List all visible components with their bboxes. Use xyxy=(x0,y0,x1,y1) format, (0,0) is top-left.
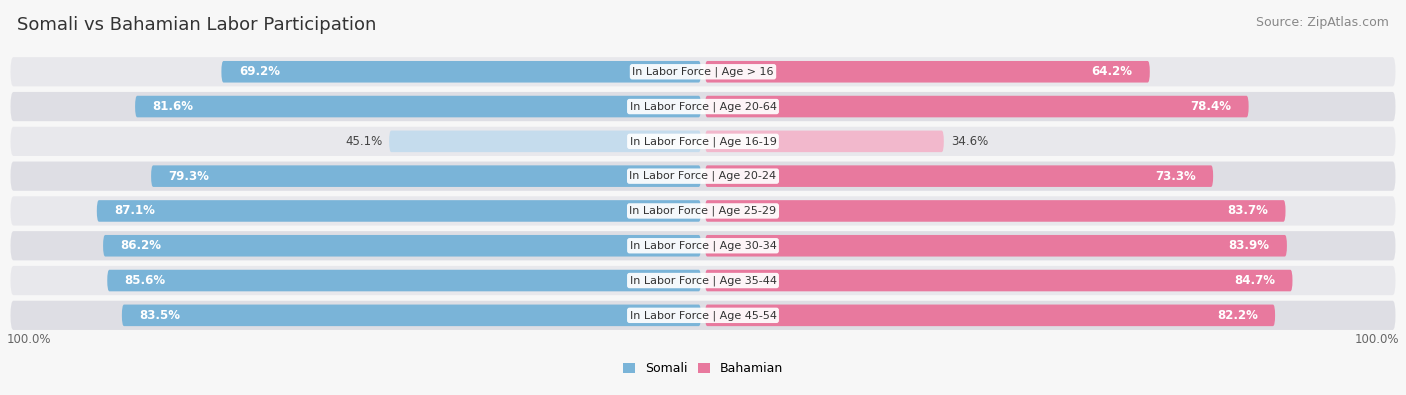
FancyBboxPatch shape xyxy=(704,61,1150,83)
Legend: Somali, Bahamian: Somali, Bahamian xyxy=(617,357,789,380)
FancyBboxPatch shape xyxy=(10,92,1396,121)
FancyBboxPatch shape xyxy=(122,305,702,326)
Text: In Labor Force | Age 20-24: In Labor Force | Age 20-24 xyxy=(630,171,776,181)
FancyBboxPatch shape xyxy=(704,96,1249,117)
Text: 34.6%: 34.6% xyxy=(950,135,988,148)
FancyBboxPatch shape xyxy=(704,131,943,152)
Text: In Labor Force | Age 35-44: In Labor Force | Age 35-44 xyxy=(630,275,776,286)
Text: 81.6%: 81.6% xyxy=(152,100,194,113)
Text: 69.2%: 69.2% xyxy=(239,65,280,78)
FancyBboxPatch shape xyxy=(704,305,1275,326)
FancyBboxPatch shape xyxy=(97,200,702,222)
FancyBboxPatch shape xyxy=(704,200,1285,222)
Text: 85.6%: 85.6% xyxy=(125,274,166,287)
FancyBboxPatch shape xyxy=(221,61,702,83)
Text: 45.1%: 45.1% xyxy=(344,135,382,148)
FancyBboxPatch shape xyxy=(107,270,702,292)
FancyBboxPatch shape xyxy=(704,235,1286,256)
Text: In Labor Force | Age 20-64: In Labor Force | Age 20-64 xyxy=(630,101,776,112)
Text: 83.7%: 83.7% xyxy=(1227,205,1268,218)
FancyBboxPatch shape xyxy=(103,235,702,256)
Text: 84.7%: 84.7% xyxy=(1234,274,1275,287)
FancyBboxPatch shape xyxy=(10,57,1396,87)
FancyBboxPatch shape xyxy=(704,166,1213,187)
Text: 100.0%: 100.0% xyxy=(7,333,52,346)
Text: In Labor Force | Age 45-54: In Labor Force | Age 45-54 xyxy=(630,310,776,321)
FancyBboxPatch shape xyxy=(389,131,702,152)
Text: 83.9%: 83.9% xyxy=(1229,239,1270,252)
Text: 87.1%: 87.1% xyxy=(114,205,155,218)
FancyBboxPatch shape xyxy=(704,270,1292,292)
Text: Somali vs Bahamian Labor Participation: Somali vs Bahamian Labor Participation xyxy=(17,16,377,34)
FancyBboxPatch shape xyxy=(10,266,1396,295)
FancyBboxPatch shape xyxy=(10,127,1396,156)
FancyBboxPatch shape xyxy=(10,196,1396,226)
FancyBboxPatch shape xyxy=(10,231,1396,260)
Text: 82.2%: 82.2% xyxy=(1216,309,1258,322)
Text: In Labor Force | Age 16-19: In Labor Force | Age 16-19 xyxy=(630,136,776,147)
Text: In Labor Force | Age > 16: In Labor Force | Age > 16 xyxy=(633,66,773,77)
Text: In Labor Force | Age 30-34: In Labor Force | Age 30-34 xyxy=(630,241,776,251)
FancyBboxPatch shape xyxy=(135,96,702,117)
Text: Source: ZipAtlas.com: Source: ZipAtlas.com xyxy=(1256,16,1389,29)
Text: 73.3%: 73.3% xyxy=(1154,169,1195,182)
Text: 86.2%: 86.2% xyxy=(121,239,162,252)
Text: 79.3%: 79.3% xyxy=(169,169,209,182)
Text: In Labor Force | Age 25-29: In Labor Force | Age 25-29 xyxy=(630,206,776,216)
Text: 64.2%: 64.2% xyxy=(1091,65,1132,78)
FancyBboxPatch shape xyxy=(10,162,1396,191)
Text: 78.4%: 78.4% xyxy=(1191,100,1232,113)
Text: 83.5%: 83.5% xyxy=(139,309,180,322)
Text: 100.0%: 100.0% xyxy=(1354,333,1399,346)
FancyBboxPatch shape xyxy=(10,301,1396,330)
FancyBboxPatch shape xyxy=(150,166,702,187)
